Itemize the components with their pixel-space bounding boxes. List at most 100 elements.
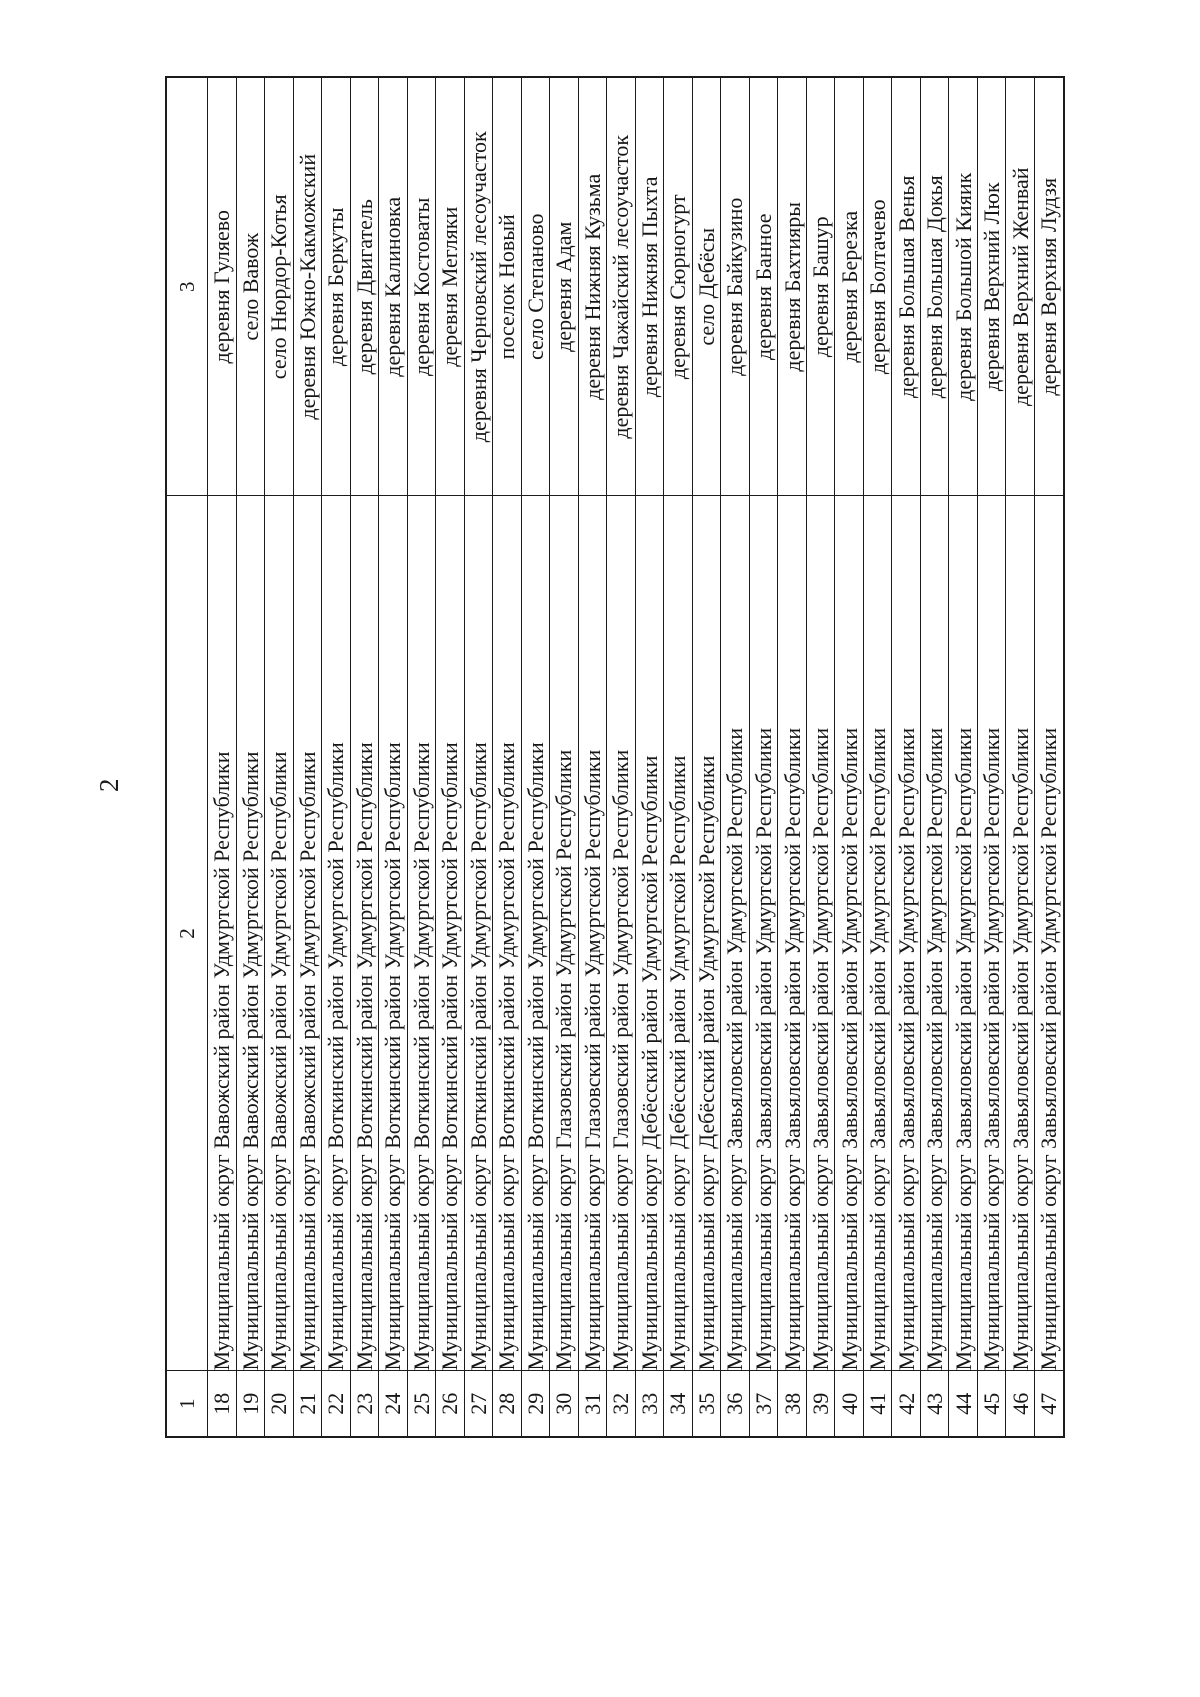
row-number-cell: 24 — [378, 1371, 408, 1437]
settlement-cell: деревня Адам — [549, 77, 579, 496]
settlement-cell: деревня Костоваты — [407, 77, 436, 496]
row-number-cell: 41 — [863, 1371, 892, 1437]
settlement-cell: деревня Сюрногурт — [663, 77, 693, 496]
row-number-cell: 28 — [492, 1371, 522, 1437]
municipality-cell: Муниципальный округ Дебёсский район Удму… — [635, 496, 664, 1371]
municipality-cell: Муниципальный округ Воткинский район Удм… — [321, 496, 351, 1371]
municipality-cell: Муниципальный округ Завьяловский район У… — [948, 496, 978, 1371]
settlement-cell: деревня Березка — [834, 77, 864, 496]
row-number-cell: 23 — [350, 1371, 379, 1437]
table-row: 22 Муниципальный округ Воткинский район У… — [321, 77, 351, 1437]
municipality-cell: Муниципальный округ Дебёсский район Удму… — [663, 496, 693, 1371]
table-row: 21 Муниципальный округ Вавожский район Уд… — [293, 77, 322, 1437]
municipality-cell: Муниципальный округ Завьяловский район У… — [1005, 496, 1035, 1371]
municipality-cell: Муниципальный округ Завьяловский район У… — [749, 496, 778, 1371]
settlement-cell: деревня Байкузино — [720, 77, 750, 496]
table-row: 32 Муниципальный округ Глазовский район У… — [606, 77, 636, 1437]
settlement-cell: деревня Банное — [749, 77, 778, 496]
column-header-3: 3 — [166, 77, 208, 496]
settlement-cell: деревня Мегляки — [435, 77, 465, 496]
table-row: 27 Муниципальный округ Воткинский район У… — [464, 77, 493, 1437]
table-row: 45 Муниципальный округ Завьяловский район… — [977, 77, 1006, 1437]
table-row: 47 Муниципальный округ Завьяловский район… — [1034, 77, 1064, 1437]
settlement-cell: деревня Беркуты — [321, 77, 351, 496]
municipality-cell: Муниципальный округ Глазовский район Удм… — [549, 496, 579, 1371]
municipality-cell: Муниципальный округ Дебёсский район Удму… — [692, 496, 721, 1371]
settlement-cell: деревня Башур — [806, 77, 835, 496]
row-number-cell: 26 — [435, 1371, 465, 1437]
table-row: 30 Муниципальный округ Глазовский район У… — [549, 77, 579, 1437]
municipality-cell: Муниципальный округ Глазовский район Удм… — [606, 496, 636, 1371]
row-number-cell: 32 — [606, 1371, 636, 1437]
row-number-cell: 45 — [977, 1371, 1006, 1437]
table-row: 38 Муниципальный округ Завьяловский район… — [777, 77, 807, 1437]
settlement-cell: село Вавож — [236, 77, 265, 496]
row-number-cell: 19 — [236, 1371, 265, 1437]
column-header-2: 2 — [166, 496, 208, 1371]
settlement-cell: деревня Гуляево — [207, 77, 237, 496]
row-number-cell: 25 — [407, 1371, 436, 1437]
settlement-cell: деревня Чажайский лесоучасток — [606, 77, 636, 496]
table-row: 18 Муниципальный округ Вавожский район Уд… — [207, 77, 237, 1437]
settlement-cell: деревня Верхний Женвай — [1005, 77, 1035, 496]
municipality-cell: Муниципальный округ Глазовский район Удм… — [578, 496, 607, 1371]
row-number-cell: 34 — [663, 1371, 693, 1437]
settlement-cell: деревня Верхняя Лудзя — [1034, 77, 1064, 496]
table-body: 18 Муниципальный округ Вавожский район Уд… — [207, 77, 1064, 1437]
municipality-cell: Муниципальный округ Воткинский район Удм… — [407, 496, 436, 1371]
table-row: 39 Муниципальный округ Завьяловский район… — [806, 77, 835, 1437]
row-number-cell: 37 — [749, 1371, 778, 1437]
table-row: 31 Муниципальный округ Глазовский район У… — [578, 77, 607, 1437]
settlement-cell: деревня Большая Докья — [920, 77, 949, 496]
municipality-cell: Муниципальный округ Воткинский район Удм… — [378, 496, 408, 1371]
settlement-cell: село Нюрдор-Котья — [264, 77, 294, 496]
table-row: 19 Муниципальный округ Вавожский район Уд… — [236, 77, 265, 1437]
settlements-table: 1 2 3 18 Муниципальный округ Вавожский ра… — [165, 76, 1065, 1438]
table-row: 33 Муниципальный округ Дебёсский район Уд… — [635, 77, 664, 1437]
settlement-cell: деревня Черновский лесоучасток — [464, 77, 493, 496]
row-number-cell: 21 — [293, 1371, 322, 1437]
settlement-cell: деревня Большая Венья — [891, 77, 921, 496]
municipality-cell: Муниципальный округ Завьяловский район У… — [834, 496, 864, 1371]
table-row: 44 Муниципальный округ Завьяловский район… — [948, 77, 978, 1437]
municipality-cell: Муниципальный округ Вавожский район Удму… — [236, 496, 265, 1371]
settlement-cell: село Дебёсы — [692, 77, 721, 496]
table-row: 37 Муниципальный округ Завьяловский район… — [749, 77, 778, 1437]
municipality-cell: Муниципальный округ Завьяловский район У… — [977, 496, 1006, 1371]
municipality-cell: Муниципальный округ Завьяловский район У… — [806, 496, 835, 1371]
table-row: 35 Муниципальный округ Дебёсский район Уд… — [692, 77, 721, 1437]
row-number-cell: 43 — [920, 1371, 949, 1437]
row-number-cell: 46 — [1005, 1371, 1035, 1437]
table-row: 43 Муниципальный округ Завьяловский район… — [920, 77, 949, 1437]
settlement-cell: деревня Южно-Какможский — [293, 77, 322, 496]
municipality-cell: Муниципальный округ Воткинский район Удм… — [464, 496, 493, 1371]
settlement-cell: деревня Калиновка — [378, 77, 408, 496]
table-row: 26 Муниципальный округ Воткинский район У… — [435, 77, 465, 1437]
row-number-cell: 22 — [321, 1371, 351, 1437]
table-row: 25 Муниципальный округ Воткинский район У… — [407, 77, 436, 1437]
table-row: 36 Муниципальный округ Завьяловский район… — [720, 77, 750, 1437]
table-row: 34 Муниципальный округ Дебёсский район Уд… — [663, 77, 693, 1437]
row-number-cell: 33 — [635, 1371, 664, 1437]
municipality-cell: Муниципальный округ Воткинский район Удм… — [435, 496, 465, 1371]
row-number-cell: 42 — [891, 1371, 921, 1437]
row-number-cell: 38 — [777, 1371, 807, 1437]
municipality-cell: Муниципальный округ Вавожский район Удму… — [264, 496, 294, 1371]
row-number-cell: 30 — [549, 1371, 579, 1437]
municipality-cell: Муниципальный округ Воткинский район Удм… — [350, 496, 379, 1371]
municipality-cell: Муниципальный округ Завьяловский район У… — [720, 496, 750, 1371]
row-number-cell: 36 — [720, 1371, 750, 1437]
municipality-cell: Муниципальный округ Завьяловский район У… — [920, 496, 949, 1371]
settlement-cell: деревня Болтачево — [863, 77, 892, 496]
table-row: 46 Муниципальный округ Завьяловский район… — [1005, 77, 1035, 1437]
settlement-cell: деревня Большой Кияик — [948, 77, 978, 496]
municipality-cell: Муниципальный округ Завьяловский район У… — [777, 496, 807, 1371]
municipality-cell: Муниципальный округ Воткинский район Удм… — [521, 496, 550, 1371]
settlement-cell: деревня Нижняя Кузьма — [578, 77, 607, 496]
row-number-cell: 35 — [692, 1371, 721, 1437]
table-row: 41 Муниципальный округ Завьяловский район… — [863, 77, 892, 1437]
table-row: 24 Муниципальный округ Воткинский район У… — [378, 77, 408, 1437]
settlement-cell: деревня Бахтияры — [777, 77, 807, 496]
table-row: 20 Муниципальный округ Вавожский район Уд… — [264, 77, 294, 1437]
